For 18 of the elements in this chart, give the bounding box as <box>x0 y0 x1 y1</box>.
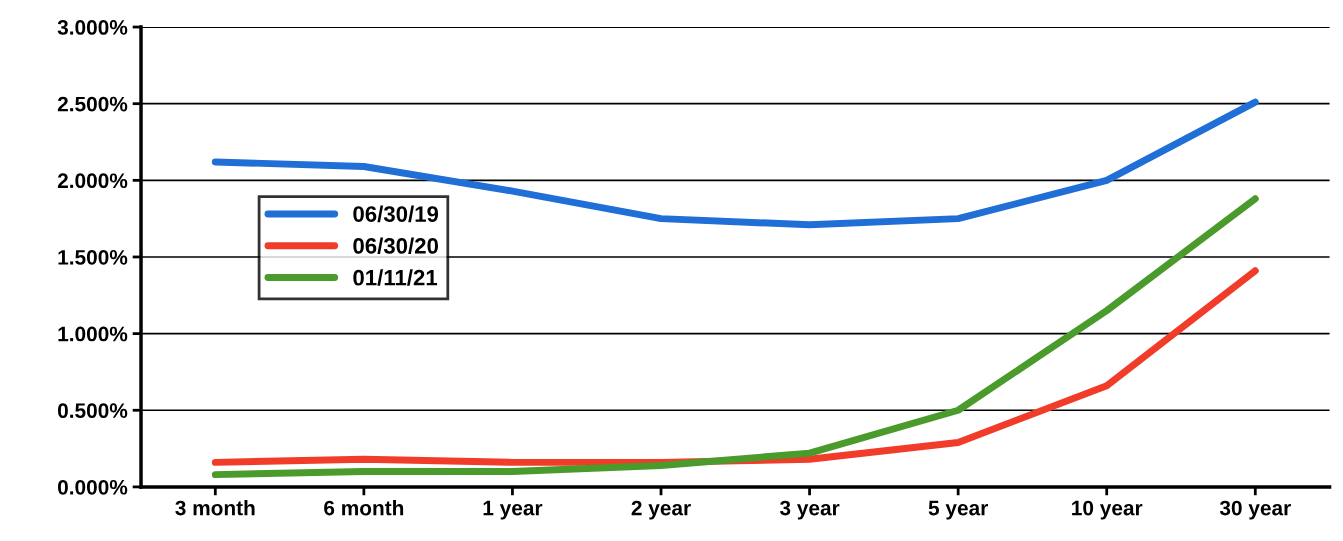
y-tick-label: 1.500% <box>58 249 128 265</box>
y-tick-label: 0.500% <box>57 403 128 419</box>
x-tick-label: 3 month <box>175 500 255 516</box>
y-tick-label: 0.000% <box>57 479 128 495</box>
x-tick-label: 30 year <box>1219 500 1291 520</box>
x-tick-label: 6 month <box>324 500 404 516</box>
x-tick-label: 1 year <box>483 500 543 520</box>
x-tick-label: 10 year <box>1072 500 1143 520</box>
y-tick-label: 3.000% <box>57 20 128 35</box>
y-tick-label: 1.000% <box>58 326 128 342</box>
x-tick-label: 3 year <box>779 500 840 520</box>
y-tick-label: 2.500% <box>57 96 128 112</box>
x-tick-label: 2 year <box>631 500 691 520</box>
legend-label: 01/11/21 <box>353 269 438 286</box>
y-tick-label: 2.000% <box>57 173 128 189</box>
legend-label: 06/30/20 <box>353 237 439 254</box>
legend-label: 06/30/19 <box>353 205 439 223</box>
x-tick-label: 5 year <box>928 500 988 520</box>
